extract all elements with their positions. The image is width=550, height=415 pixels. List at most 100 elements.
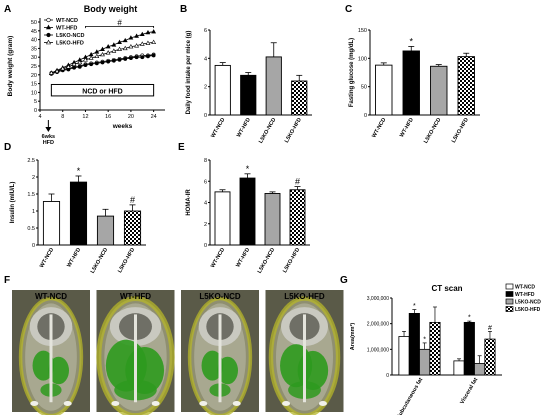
legend-label: WT-NCD xyxy=(515,285,535,291)
x-tick-label: L5KO-NCD xyxy=(258,117,277,145)
y-tick-label: 2,000,000 xyxy=(367,322,389,328)
scan-visceral-fat xyxy=(217,356,238,385)
scan-subcutaneous-fat xyxy=(187,296,253,415)
bar-wt-ncd xyxy=(375,64,393,116)
y-tick-label: 1 xyxy=(32,209,35,215)
panel-b-food-intake-chart: 0 2 4 6 Daily food intake per mice (g) WT-NCD… xyxy=(186,28,312,145)
data-point xyxy=(111,58,116,63)
y-tick-label: 6 xyxy=(204,28,207,34)
data-point xyxy=(122,45,128,51)
scan-spine xyxy=(303,314,306,403)
legend-swatch xyxy=(505,291,514,297)
y-axis-label: Area(mm²) xyxy=(349,323,356,351)
y-tick-label: 2.5 xyxy=(27,158,35,164)
bar-l5ko-hfd xyxy=(291,80,308,116)
scan-image-label: L5KO-HFD xyxy=(284,292,325,301)
y-tick-label: 0 xyxy=(386,373,389,379)
y-tick-label: 35 xyxy=(31,46,37,52)
y-tick-label: 25 xyxy=(31,64,37,70)
legend-label: WT-NCD xyxy=(56,18,78,24)
bar-l5ko-hfd xyxy=(457,56,475,116)
x-tick-label: WT-HFD xyxy=(236,117,252,139)
data-point xyxy=(128,35,134,40)
y-tick-label: 45 xyxy=(31,29,37,35)
data-point xyxy=(146,54,150,59)
bar-l5ko-ncd xyxy=(265,56,282,116)
x-tick-label: 20 xyxy=(128,114,134,120)
panel-g-ct-scan-chart: CT scan 0 1,000,000 2,000,000 3,000,000 Area(… xyxy=(349,283,541,415)
x-tick-label: WT-HFD xyxy=(235,247,251,269)
x-tick-label: WT-NCD xyxy=(371,117,387,139)
significance-mark: * xyxy=(246,164,250,174)
scan-image-label: WT-HFD xyxy=(120,292,151,301)
x-tick-label: WT-HFD xyxy=(399,117,415,139)
data-point xyxy=(129,56,133,60)
panel-letter-g: G xyxy=(340,275,348,286)
bar-wt-hfd xyxy=(408,312,420,376)
data-point xyxy=(83,63,88,68)
bar-wt-ncd xyxy=(453,360,465,376)
x-tick-label: 4 xyxy=(38,114,41,120)
significance-mark: # xyxy=(488,325,492,332)
data-point xyxy=(134,43,140,48)
y-tick-label: 50 xyxy=(31,20,37,26)
y-tick-label: 1.5 xyxy=(27,192,35,198)
significance-mark: # xyxy=(117,19,122,28)
scan-hip-bone xyxy=(111,400,120,406)
scan-hip-bone xyxy=(63,400,72,406)
data-point xyxy=(106,59,111,64)
legend-marker xyxy=(46,17,51,23)
data-point xyxy=(128,44,134,49)
y-tick-label: 4 xyxy=(204,201,207,207)
panel-d-insulin-chart: 0 0.5 1 1.5 2 2.5 Insulin (mIU/L) WT-NCD * WT-HFD… xyxy=(10,158,146,275)
data-point xyxy=(94,53,100,59)
data-point xyxy=(151,53,156,58)
y-tick-label: 40 xyxy=(31,38,37,44)
y-axis-label: HOMA-IR xyxy=(186,189,192,216)
bar-wt-hfd xyxy=(69,181,88,246)
data-point xyxy=(100,51,105,57)
scan-spine xyxy=(49,314,53,403)
data-point xyxy=(60,66,66,71)
data-point xyxy=(88,55,94,60)
panel-letter-d: D xyxy=(4,142,11,153)
panel-letter-e: E xyxy=(178,142,185,153)
data-point xyxy=(77,64,82,69)
data-point xyxy=(139,31,145,37)
x-tick-label: 12 xyxy=(82,114,88,120)
y-tick-label: 0 xyxy=(34,108,37,114)
bar-l5ko-hfd xyxy=(123,210,142,246)
scan-hip-bone xyxy=(30,400,39,406)
data-point xyxy=(105,50,111,55)
data-point xyxy=(123,57,128,61)
panel-letter-a: A xyxy=(4,4,11,15)
arrow-label-line: HFD xyxy=(43,140,54,146)
data-point xyxy=(140,55,145,60)
data-point xyxy=(94,61,99,66)
y-tick-label: 2 xyxy=(204,222,207,228)
legend-label: L5KO-HFD xyxy=(515,307,541,313)
x-tick-label: L5KO-NCD xyxy=(423,117,442,145)
arrow-label-line: 6wks xyxy=(42,134,55,140)
scan-hip-bone xyxy=(282,400,291,406)
data-point xyxy=(105,44,111,49)
chart-title: Body weight xyxy=(84,4,138,14)
y-tick-label: 2 xyxy=(204,85,207,91)
data-point xyxy=(122,37,128,43)
scan-hip-bone xyxy=(199,400,208,406)
y-axis-label: Insulin (mIU/L) xyxy=(10,182,16,224)
legend-swatch xyxy=(505,306,514,312)
scan-spine xyxy=(218,314,222,403)
scan-subcutaneous-fat xyxy=(18,296,84,415)
legend-label: L5KO-NCD xyxy=(56,33,84,39)
data-point xyxy=(111,48,117,53)
y-tick-label: 30 xyxy=(31,55,37,61)
x-tick-label: 16 xyxy=(105,114,111,120)
scan-subcutaneous-fat xyxy=(96,296,175,415)
significance-mark: * xyxy=(409,36,413,46)
data-point xyxy=(65,64,71,69)
scan-hip-bone xyxy=(151,400,160,406)
bar-l5ko-ncd xyxy=(430,65,448,116)
x-tick-label: WT-NCD xyxy=(210,247,226,269)
